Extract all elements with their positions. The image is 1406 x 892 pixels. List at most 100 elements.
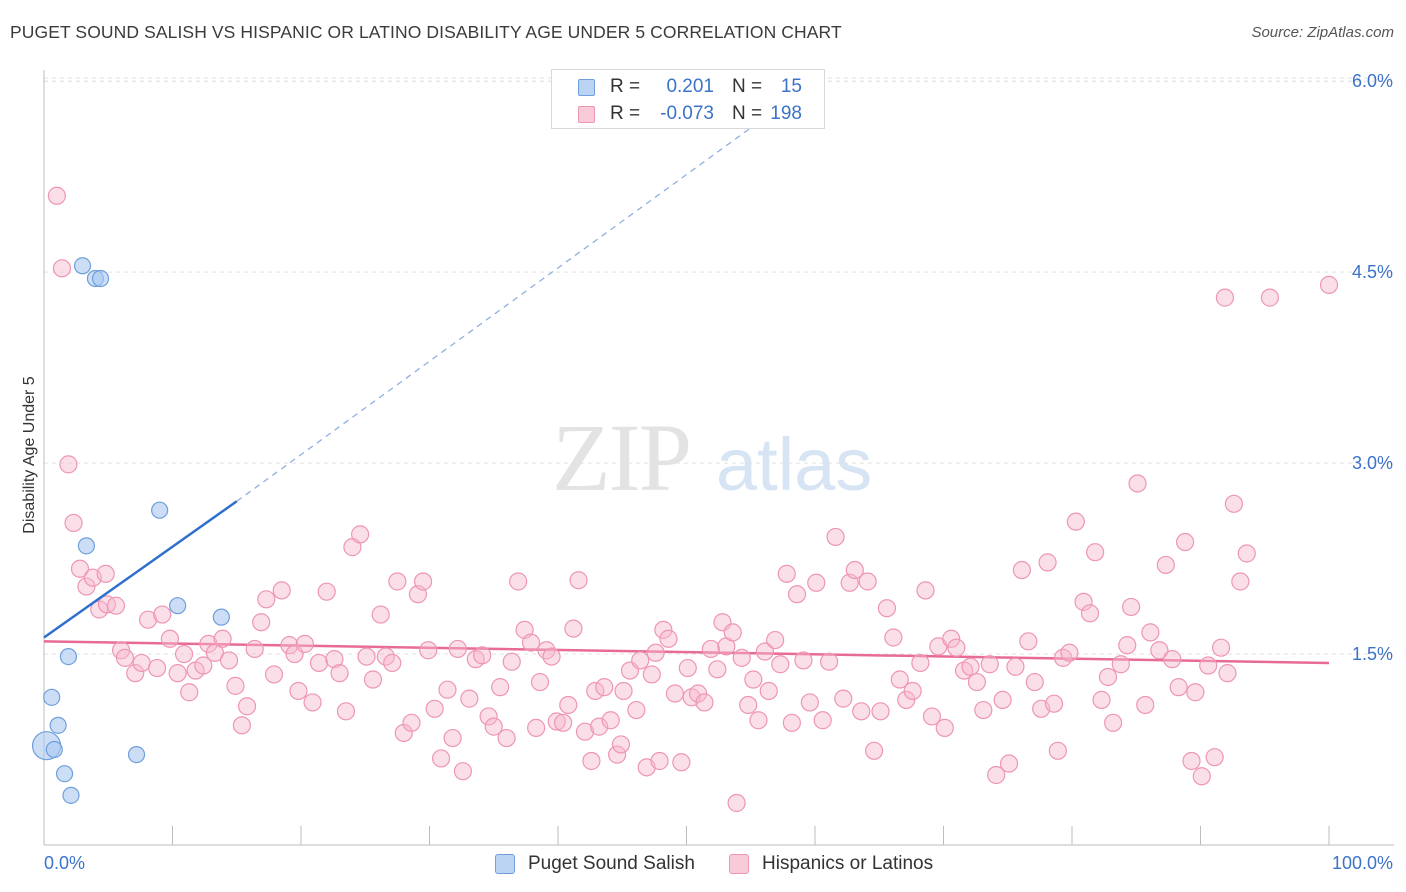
- data-point-hispanics-or-latinos: [845, 560, 864, 580]
- legend-row-puget-sound-salish: R = 0.201 N = 15: [552, 74, 824, 100]
- data-point-hispanics-or-latinos: [1111, 655, 1130, 674]
- data-point-hispanics-or-latinos: [64, 513, 83, 533]
- data-point-hispanics-or-latinos: [77, 577, 96, 596]
- data-point-hispanics-or-latinos: [1156, 555, 1175, 575]
- trend-lines-pink: [43, 640, 1330, 665]
- data-point-hispanics-or-latinos: [877, 599, 897, 618]
- data-point-hispanics-or-latinos: [813, 711, 832, 730]
- data-point-hispanics-or-latinos: [631, 651, 650, 670]
- data-point-hispanics-or-latinos: [999, 754, 1019, 773]
- data-point-hispanics-or-latinos: [1019, 632, 1038, 651]
- data-point-hispanics-or-latinos: [871, 702, 890, 721]
- y-axis-label: Disability Age Under 5: [21, 376, 38, 534]
- data-point-hispanics-or-latinos: [701, 639, 721, 659]
- data-point-hispanics-or-latinos: [59, 455, 78, 474]
- data-point-hispanics-or-latinos: [394, 723, 413, 743]
- data-point-puget-sound-salish: [212, 608, 230, 626]
- data-point-hispanics-or-latinos: [884, 628, 903, 647]
- data-point-hispanics-or-latinos: [1175, 532, 1195, 552]
- data-point-hispanics-or-latinos: [199, 634, 218, 653]
- data-point-hispanics-or-latinos: [642, 665, 661, 684]
- data-point-hispanics-or-latinos: [601, 711, 620, 730]
- chart-title: PUGET SOUND SALISH VS HISPANIC OR LATINO…: [10, 22, 842, 42]
- data-point-hispanics-or-latinos: [627, 700, 646, 720]
- data-point-puget-sound-salish: [62, 786, 80, 804]
- data-point-hispanics-or-latinos: [52, 259, 72, 278]
- data-point-hispanics-or-latinos: [147, 658, 167, 678]
- data-point-hispanics-or-latinos: [744, 670, 763, 689]
- data-point-hispanics-or-latinos: [264, 665, 284, 684]
- watermark-atlas: atlas: [716, 423, 872, 506]
- data-point-puget-sound-salish: [43, 688, 61, 706]
- chart-source: Source: ZipAtlas.com: [1251, 24, 1394, 41]
- data-point-hispanics-or-latinos: [897, 690, 916, 709]
- y-tick-label: 3.0%: [1352, 453, 1393, 473]
- data-point-hispanics-or-latinos: [330, 664, 349, 683]
- data-point-hispanics-or-latinos: [794, 651, 813, 670]
- data-point-hispanics-or-latinos: [479, 707, 498, 726]
- data-point-hispanics-or-latinos: [1141, 623, 1160, 642]
- series-legend: Puget Sound Salish Hispanics or Latinos: [0, 852, 1406, 878]
- data-point-hispanics-or-latinos: [1231, 572, 1250, 591]
- data-point-hispanics-or-latinos: [987, 765, 1006, 785]
- data-point-hispanics-or-latinos: [678, 658, 697, 678]
- data-point-hispanics-or-latinos: [890, 670, 909, 689]
- data-point-hispanics-or-latinos: [590, 717, 609, 736]
- trend-line-extension-puget-sound-salish: [236, 80, 816, 502]
- data-point-puget-sound-salish: [91, 269, 110, 288]
- legend-n-value: 198: [770, 103, 802, 124]
- data-point-hispanics-or-latinos: [646, 643, 665, 662]
- data-point-hispanics-or-latinos: [484, 717, 503, 736]
- data-point-hispanics-or-latinos: [650, 751, 669, 771]
- data-point-hispanics-or-latinos: [1218, 664, 1237, 683]
- data-point-hispanics-or-latinos: [1150, 641, 1169, 660]
- y-tick-labels: 1.5% 3.0% 4.5% 6.0%: [1352, 71, 1393, 664]
- data-point-hispanics-or-latinos: [1098, 667, 1118, 687]
- data-point-hispanics-or-latinos: [1199, 656, 1218, 675]
- y-tick-label: 6.0%: [1352, 71, 1393, 91]
- data-point-hispanics-or-latinos: [132, 653, 151, 673]
- data-point-hispanics-or-latinos: [911, 653, 930, 673]
- data-point-hispanics-or-latinos: [542, 647, 561, 666]
- legend-r-label: R =: [610, 76, 641, 97]
- data-point-puget-sound-salish: [169, 597, 187, 615]
- data-point-hispanics-or-latinos: [237, 697, 257, 716]
- data-point-hispanics-or-latinos: [967, 672, 987, 692]
- data-point-hispanics-or-latinos: [1215, 288, 1235, 307]
- data-point-hispanics-or-latinos: [351, 525, 370, 544]
- data-point-hispanics-or-latinos: [388, 572, 407, 591]
- data-point-hispanics-or-latinos: [491, 678, 510, 697]
- data-point-hispanics-or-latinos: [70, 559, 90, 578]
- legend-row-hispanics-or-latinos: R = -0.073 N = 198: [552, 101, 824, 127]
- data-point-hispanics-or-latinos: [759, 681, 778, 701]
- x-tick-label: 0.0%: [44, 853, 85, 873]
- data-point-hispanics-or-latinos: [460, 689, 479, 708]
- data-point-hispanics-or-latinos: [1136, 695, 1155, 715]
- data-point-hispanics-or-latinos: [47, 186, 66, 205]
- data-point-hispanics-or-latinos: [595, 678, 614, 697]
- data-point-hispanics-or-latinos: [922, 707, 942, 726]
- legend-label: Puget Sound Salish: [528, 853, 695, 874]
- legend-n-label: N =: [732, 76, 763, 97]
- data-point-hispanics-or-latinos: [1104, 713, 1123, 732]
- data-point-hispanics-or-latinos: [153, 605, 172, 624]
- data-point-hispanics-or-latinos: [1118, 636, 1137, 655]
- data-point-hispanics-or-latinos: [1074, 592, 1093, 611]
- points-puget-sound-salish: [31, 257, 230, 804]
- legend-n-label: N =: [732, 103, 763, 124]
- data-point-hispanics-or-latinos: [852, 702, 871, 721]
- data-point-hispanics-or-latinos: [383, 653, 402, 673]
- data-point-hispanics-or-latinos: [961, 657, 980, 676]
- data-point-hispanics-or-latinos: [252, 613, 271, 632]
- legend-swatch-pink: [578, 106, 595, 123]
- data-point-hispanics-or-latinos: [559, 695, 578, 715]
- data-point-hispanics-or-latinos: [980, 655, 999, 674]
- data-point-hispanics-or-latinos: [96, 564, 115, 583]
- data-point-puget-sound-salish: [127, 746, 146, 764]
- data-point-hispanics-or-latinos: [402, 713, 421, 732]
- x-tick-label: 100.0%: [1332, 853, 1393, 873]
- data-point-hispanics-or-latinos: [771, 655, 790, 674]
- data-point-hispanics-or-latinos: [739, 695, 758, 715]
- data-point-hispanics-or-latinos: [371, 605, 390, 624]
